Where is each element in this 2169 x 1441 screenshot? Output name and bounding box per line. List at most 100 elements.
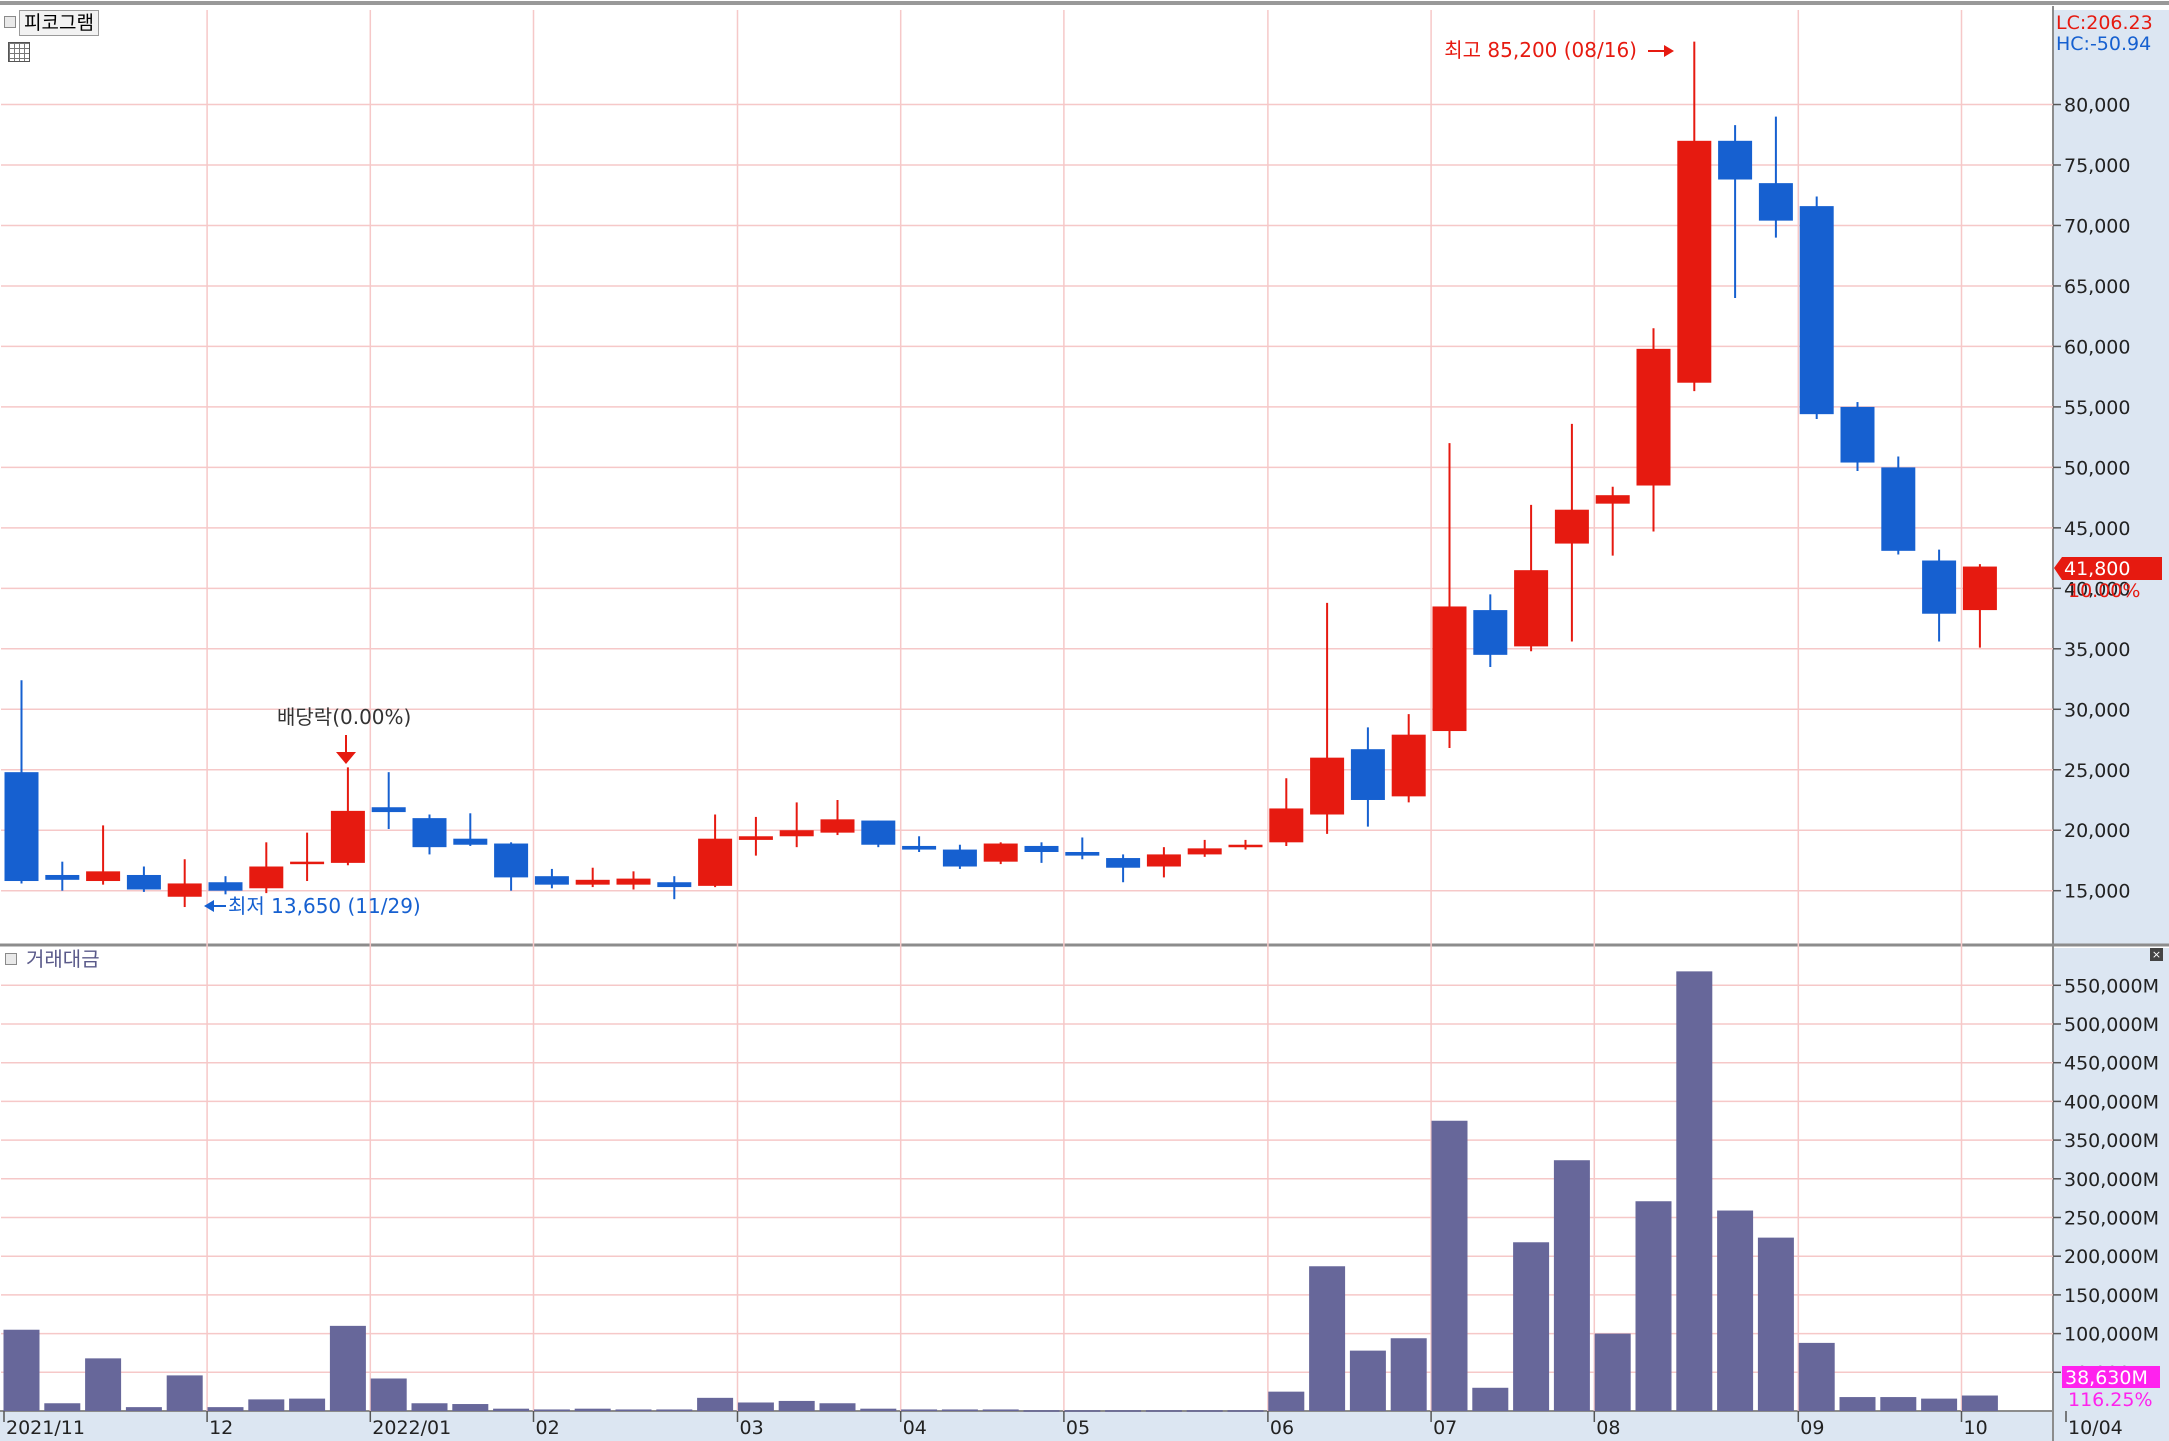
volume-tick-label: 400,000M xyxy=(2064,1091,2159,1113)
candle xyxy=(412,814,447,855)
candle xyxy=(575,867,610,888)
price-tick-label: 55,000 xyxy=(2064,397,2130,419)
volume-bar xyxy=(1717,1210,1754,1411)
candle xyxy=(1554,423,1589,642)
candle xyxy=(1473,594,1508,667)
candle xyxy=(1065,837,1100,860)
candle-body xyxy=(657,882,692,888)
close-panel-icon[interactable]: × xyxy=(2150,948,2163,961)
price-tick-label: 60,000 xyxy=(2064,336,2130,358)
candle xyxy=(1146,847,1181,878)
candle-body xyxy=(1228,844,1263,848)
candle xyxy=(1350,727,1385,827)
candle-body xyxy=(1922,560,1957,614)
volume-bars xyxy=(3,971,1998,1412)
volume-bar xyxy=(207,1407,244,1411)
volume-bar xyxy=(370,1378,407,1411)
volume-tick-label: 450,000M xyxy=(2064,1053,2159,1075)
price-tick-label: 50,000 xyxy=(2064,457,2130,479)
candle xyxy=(1718,125,1753,299)
table-icon[interactable] xyxy=(8,42,30,62)
time-tick-label: 03 xyxy=(740,1417,764,1439)
volume-bar xyxy=(1186,1410,1223,1412)
candle xyxy=(534,868,569,889)
volume-bar xyxy=(1227,1410,1264,1412)
candle-body xyxy=(1350,749,1385,800)
candle xyxy=(1432,443,1467,748)
candle xyxy=(330,767,365,866)
candle xyxy=(1922,549,1957,642)
candle xyxy=(167,859,202,908)
volume-axis-bg xyxy=(2054,948,2169,1411)
candle xyxy=(1799,196,1834,419)
volume-bar xyxy=(1472,1387,1509,1411)
high-label: 최고 85,200 (08/16) xyxy=(1444,38,1637,62)
candle-body xyxy=(1432,606,1467,732)
volume-bar xyxy=(289,1398,326,1411)
time-tick-label: 06 xyxy=(1270,1417,1294,1439)
price-tick-label: 30,000 xyxy=(2064,699,2130,721)
time-axis-labels: 2021/11 12 2022/01 02 03 04 05 06 07 08 09 10 10/04 xyxy=(3,1411,2123,1439)
candle xyxy=(126,866,161,892)
candle xyxy=(616,871,651,890)
candle-body xyxy=(1962,566,1997,611)
volume-bar xyxy=(248,1399,285,1411)
volume-bar xyxy=(1839,1397,1876,1411)
candle-body xyxy=(290,861,325,865)
candle xyxy=(1187,839,1222,857)
volume-panel-title: 거래대금 xyxy=(26,947,100,971)
volume-bar xyxy=(860,1408,897,1411)
candle xyxy=(779,802,814,848)
candle xyxy=(4,680,39,884)
indicator-toggle-button[interactable] xyxy=(4,16,16,28)
candle-body xyxy=(4,772,39,882)
volume-bar xyxy=(452,1404,489,1411)
volume-bar xyxy=(574,1408,611,1411)
candle-body xyxy=(1024,845,1059,852)
price-tick-label: 75,000 xyxy=(2064,155,2130,177)
candle-body xyxy=(412,818,447,848)
volume-bar xyxy=(1798,1342,1835,1411)
price-tick-label: 45,000 xyxy=(2064,518,2130,540)
candle-body xyxy=(1677,140,1712,383)
candle xyxy=(1310,602,1345,834)
indicator-name-box[interactable]: 피코그램 xyxy=(19,10,99,36)
candle xyxy=(698,814,733,888)
candle xyxy=(45,861,80,891)
candle-body xyxy=(126,874,161,890)
volume-toggle-button[interactable] xyxy=(5,953,17,965)
volume-bar xyxy=(1105,1410,1142,1412)
candle-body xyxy=(1554,509,1589,544)
volume-bar xyxy=(85,1358,122,1411)
candle xyxy=(86,825,121,885)
candle xyxy=(983,842,1018,865)
current-volume-change: 116.25% xyxy=(2068,1389,2153,1411)
candle-body xyxy=(371,807,406,813)
volume-bar xyxy=(1309,1266,1346,1411)
candle-body xyxy=(167,883,202,897)
dividend-annotation: 배당락(0.00%) xyxy=(277,705,411,764)
volume-bar xyxy=(1268,1391,1305,1411)
time-tick-label: 09 xyxy=(1800,1417,1824,1439)
candle xyxy=(820,799,855,836)
candle xyxy=(1106,854,1141,883)
price-tick-label: 35,000 xyxy=(2064,639,2130,661)
volume-bar xyxy=(1757,1237,1794,1411)
candle xyxy=(902,836,937,852)
candle-body xyxy=(1269,808,1304,843)
dividend-label: 배당락(0.00%) xyxy=(277,705,411,729)
price-tick-label: 65,000 xyxy=(2064,276,2130,298)
price-tick-label: 15,000 xyxy=(2064,881,2130,903)
time-tick-label: 07 xyxy=(1433,1417,1457,1439)
candle-body xyxy=(534,876,569,885)
candle xyxy=(371,772,406,830)
volume-bar xyxy=(329,1325,366,1411)
candle xyxy=(1228,839,1263,850)
candle-body xyxy=(1514,570,1549,647)
candle xyxy=(1391,714,1426,803)
volume-bar xyxy=(697,1397,734,1411)
volume-bar xyxy=(778,1400,815,1411)
time-tick-label: 2022/01 xyxy=(372,1417,451,1439)
candle xyxy=(1758,116,1793,238)
